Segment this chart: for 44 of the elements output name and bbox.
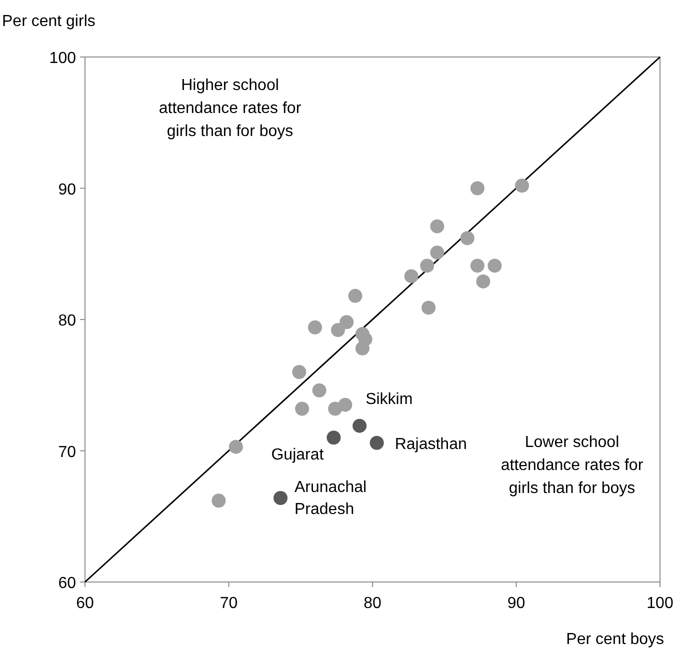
point: [370, 436, 384, 450]
point: [470, 258, 484, 273]
point: [430, 219, 444, 234]
y-axis-title: Per cent girls: [2, 13, 96, 30]
annotation: Gujarat: [271, 446, 324, 464]
point: [355, 341, 370, 356]
point: [515, 178, 529, 193]
point: [295, 402, 310, 416]
point: [404, 269, 418, 284]
point: [422, 300, 436, 315]
x-axis-title: Per cent boys: [566, 631, 664, 648]
point: [460, 231, 474, 246]
point: [348, 288, 362, 303]
point: [476, 274, 490, 288]
point: [331, 323, 345, 337]
y-tick-label: 60: [58, 575, 76, 592]
x-tick-label: 100: [646, 595, 674, 612]
point: [488, 258, 502, 273]
annotation: Arunachal Pradesh: [294, 479, 367, 518]
y-tick-label: 80: [58, 312, 76, 330]
annotation: Sikkim: [366, 390, 413, 408]
point: [338, 398, 352, 412]
point: [420, 258, 434, 273]
point: [274, 491, 288, 505]
y-tick-label: 90: [58, 181, 76, 198]
annotation: Higher school attendance rates for girls than for boys: [158, 77, 302, 140]
point: [212, 494, 226, 508]
point: [430, 246, 444, 260]
point: [292, 365, 306, 379]
y-tick-label: 100: [49, 50, 76, 67]
annotation: Lower school attendance rates for girls than for boys: [500, 434, 644, 497]
point: [228, 440, 243, 454]
point: [326, 430, 341, 445]
point: [340, 315, 354, 330]
x-tick-label: 70: [220, 595, 238, 612]
point: [352, 418, 367, 433]
annotation: Rajasthan: [394, 436, 467, 453]
x-tick-label: 90: [507, 595, 526, 612]
point: [308, 320, 322, 334]
x-tick-label: 60: [76, 595, 94, 612]
y-tick-label: 70: [58, 444, 76, 461]
point: [470, 181, 484, 196]
point: [312, 383, 326, 398]
x-tick-label: 80: [364, 595, 382, 612]
